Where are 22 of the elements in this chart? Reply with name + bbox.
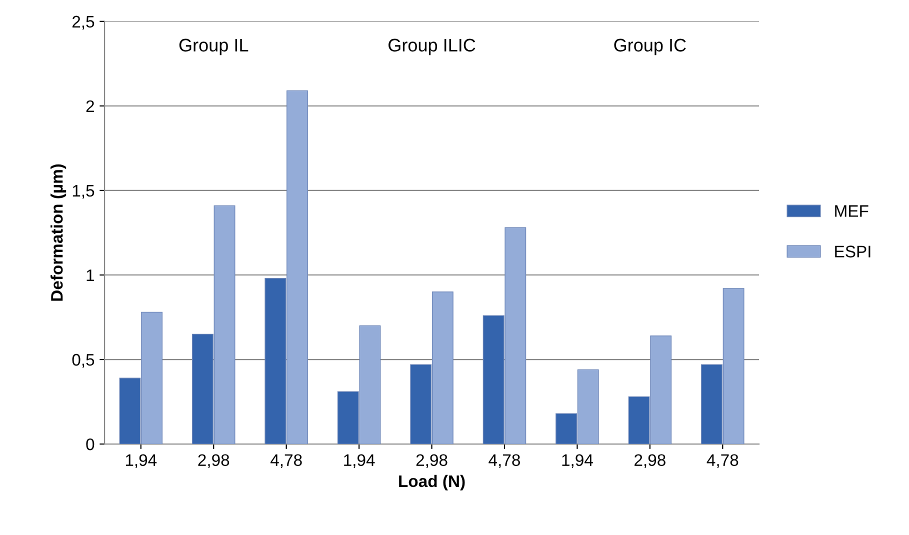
x-tick-label: 2,98	[416, 454, 448, 468]
x-tick-label: 4,78	[706, 454, 738, 468]
y-tick-label: 2,5	[72, 16, 94, 30]
x-tick-label: 4,78	[270, 454, 302, 468]
y-axis-title: Deformation (µm)	[50, 164, 66, 301]
y-tick-label: 0	[86, 438, 94, 450]
y-tick-label: 1	[86, 270, 94, 282]
y-tick-label: 1,5	[72, 185, 94, 199]
y-tick-label: 2	[86, 100, 94, 112]
x-tick-label: 4,78	[488, 454, 520, 468]
y-tick-label: 0,5	[72, 354, 94, 368]
x-tick-label: 1,94	[562, 454, 593, 468]
x-tick-label: 2,98	[634, 454, 666, 468]
annotation: Group ILIC	[388, 38, 476, 56]
x-tick-label: 1,94	[344, 454, 375, 468]
x-tick-label: 2,98	[198, 454, 230, 468]
x-tick-label: 1,94	[126, 454, 157, 468]
legend-label: ESPI	[835, 246, 870, 258]
annotation: Group IC	[614, 38, 686, 56]
annotation: Group IL	[179, 38, 248, 56]
x-axis-title: Load (N)	[399, 474, 465, 490]
legend-label: MEF	[835, 205, 868, 217]
